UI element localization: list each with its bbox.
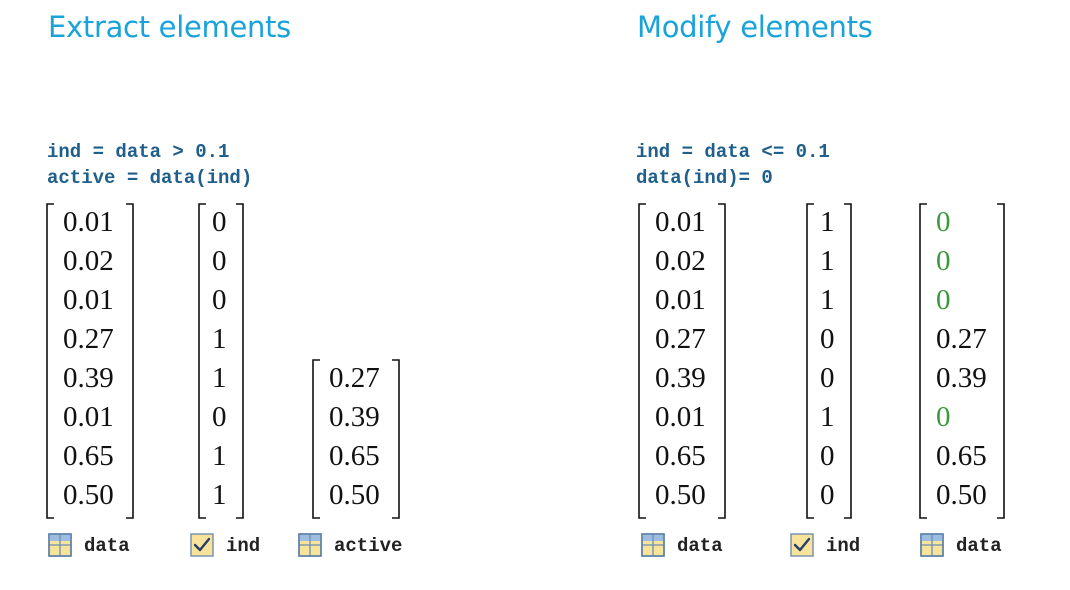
right-code-line-2: data(ind)= 0 <box>636 167 773 189</box>
matrix-ind: 1 1 1 0 0 1 0 0 <box>805 202 853 520</box>
right-bracket <box>126 203 134 519</box>
matrix-cell: 1 <box>212 323 227 355</box>
matrix-cell: 0.65 <box>63 440 114 472</box>
matrix-cell: 0 <box>212 245 227 277</box>
matrix-cell: 0.50 <box>329 479 380 511</box>
matrix-active: 0.27 0.39 0.65 0.50 <box>311 358 401 520</box>
matrix-cell: 0.27 <box>655 323 706 355</box>
matrix-cell: 1 <box>820 206 835 238</box>
matrix-cell: 0 <box>936 206 951 238</box>
right-bracket <box>236 203 244 519</box>
matrix-cell: 0.27 <box>329 362 380 394</box>
matrix-ind: 0 0 0 1 1 0 1 1 <box>197 202 245 520</box>
legend-label: ind <box>226 535 261 557</box>
legend-label: active <box>334 535 403 557</box>
checkbox-icon <box>790 533 814 557</box>
matrix-cell: 0.39 <box>936 362 987 394</box>
left-bracket <box>46 203 54 519</box>
matrix-cell: 0 <box>820 362 835 394</box>
matrix-data-modified: 0 0 0 0.27 0.39 0 0.65 0.50 <box>918 202 1006 520</box>
matrix-cell: 0.01 <box>655 401 706 433</box>
matrix-cell: 0 <box>820 323 835 355</box>
left-panel-title: Extract elements <box>48 10 291 44</box>
matrix-cell: 0.27 <box>63 323 114 355</box>
matrix-cell: 0 <box>936 245 951 277</box>
left-bracket <box>638 203 646 519</box>
left-code-line-2: active = data(ind) <box>47 167 253 189</box>
left-code-line-1: ind = data > 0.1 <box>47 141 230 163</box>
matrix-cell: 0.39 <box>329 401 380 433</box>
checkbox-icon <box>190 533 214 557</box>
right-panel-title: Modify elements <box>637 10 873 44</box>
table-icon <box>920 533 944 557</box>
matrix-cell: 1 <box>820 245 835 277</box>
matrix-cell: 0.65 <box>655 440 706 472</box>
table-icon <box>48 533 72 557</box>
matrix-cell: 0.01 <box>63 284 114 316</box>
matrix-cell: 1 <box>212 440 227 472</box>
matrix-cell: 0.39 <box>655 362 706 394</box>
matrix-cell: 1 <box>820 401 835 433</box>
legend-label: data <box>84 535 130 557</box>
right-bracket <box>718 203 726 519</box>
left-bracket <box>919 203 927 519</box>
matrix-cell: 1 <box>212 479 227 511</box>
matrix-cell: 0.50 <box>936 479 987 511</box>
matrix-cell: 0 <box>820 440 835 472</box>
right-bracket <box>844 203 852 519</box>
matrix-cell: 0.02 <box>655 245 706 277</box>
matrix-cell: 0.65 <box>329 440 380 472</box>
matrix-cell: 0 <box>212 401 227 433</box>
matrix-cell: 1 <box>212 362 227 394</box>
matrix-cell: 0 <box>936 401 951 433</box>
table-icon <box>641 533 665 557</box>
legend-label: data <box>677 535 723 557</box>
matrix-cell: 0 <box>936 284 951 316</box>
matrix-cell: 0 <box>212 284 227 316</box>
matrix-cell: 0 <box>820 479 835 511</box>
matrix-cell: 0.27 <box>936 323 987 355</box>
left-bracket <box>312 359 320 519</box>
matrix-cell: 0.02 <box>63 245 114 277</box>
matrix-cell: 1 <box>820 284 835 316</box>
table-icon <box>298 533 322 557</box>
matrix-data: 0.01 0.02 0.01 0.27 0.39 0.01 0.65 0.50 <box>45 202 135 520</box>
legend-label: ind <box>826 535 861 557</box>
matrix-cell: 0.01 <box>655 284 706 316</box>
legend-label: data <box>956 535 1002 557</box>
matrix-cell: 0.01 <box>655 206 706 238</box>
matrix-cell: 0.50 <box>63 479 114 511</box>
left-bracket <box>198 203 206 519</box>
matrix-cell: 0 <box>212 206 227 238</box>
matrix-cell: 0.01 <box>63 401 114 433</box>
matrix-cell: 0.01 <box>63 206 114 238</box>
right-bracket <box>392 359 400 519</box>
matrix-cell: 0.50 <box>655 479 706 511</box>
left-bracket <box>806 203 814 519</box>
matrix-data: 0.01 0.02 0.01 0.27 0.39 0.01 0.65 0.50 <box>637 202 727 520</box>
right-bracket <box>997 203 1005 519</box>
matrix-cell: 0.65 <box>936 440 987 472</box>
matrix-cell: 0.39 <box>63 362 114 394</box>
right-code-line-1: ind = data <= 0.1 <box>636 141 830 163</box>
